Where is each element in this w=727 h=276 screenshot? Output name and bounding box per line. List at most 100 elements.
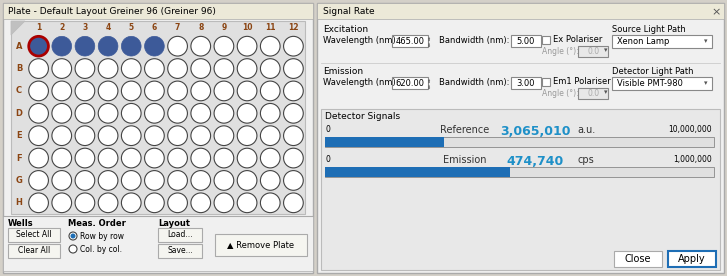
Circle shape — [260, 59, 280, 78]
Text: Wavelength (nm):: Wavelength (nm): — [323, 78, 398, 87]
Circle shape — [52, 193, 71, 213]
Text: Clear All: Clear All — [18, 246, 50, 255]
Circle shape — [29, 81, 49, 101]
Circle shape — [121, 126, 141, 145]
Text: 0.0: 0.0 — [588, 47, 600, 56]
Text: D: D — [15, 109, 23, 118]
Circle shape — [75, 36, 95, 56]
FancyBboxPatch shape — [317, 3, 724, 273]
Circle shape — [260, 81, 280, 101]
FancyBboxPatch shape — [325, 167, 510, 177]
Circle shape — [168, 193, 188, 213]
Circle shape — [75, 171, 95, 190]
FancyBboxPatch shape — [668, 251, 716, 267]
Circle shape — [121, 59, 141, 78]
Text: Emission: Emission — [443, 155, 487, 165]
Circle shape — [237, 126, 257, 145]
FancyBboxPatch shape — [3, 216, 313, 271]
Circle shape — [52, 59, 71, 78]
Circle shape — [29, 171, 49, 190]
Text: 0: 0 — [325, 155, 330, 164]
Text: Bandwidth (nm):: Bandwidth (nm): — [439, 78, 510, 87]
Text: 9: 9 — [221, 23, 227, 33]
Circle shape — [214, 193, 234, 213]
FancyBboxPatch shape — [542, 36, 550, 44]
Circle shape — [29, 148, 49, 168]
Circle shape — [98, 193, 118, 213]
Circle shape — [98, 126, 118, 145]
Circle shape — [284, 171, 303, 190]
Text: Load...: Load... — [167, 230, 193, 239]
Circle shape — [75, 81, 95, 101]
Circle shape — [52, 148, 71, 168]
Text: Visible PMT-980: Visible PMT-980 — [617, 79, 683, 88]
Circle shape — [52, 126, 71, 145]
Circle shape — [191, 59, 211, 78]
Circle shape — [284, 81, 303, 101]
Circle shape — [214, 36, 234, 56]
Circle shape — [145, 171, 164, 190]
FancyBboxPatch shape — [317, 3, 724, 19]
Text: Apply: Apply — [678, 254, 706, 264]
Text: Bandwidth (nm):: Bandwidth (nm): — [439, 36, 510, 45]
FancyBboxPatch shape — [392, 77, 428, 89]
FancyBboxPatch shape — [612, 77, 712, 90]
FancyBboxPatch shape — [578, 46, 608, 57]
Circle shape — [75, 193, 95, 213]
Text: F: F — [16, 153, 22, 163]
Circle shape — [168, 148, 188, 168]
Text: Wavelength (nm):: Wavelength (nm): — [323, 36, 398, 45]
FancyBboxPatch shape — [3, 3, 313, 19]
Circle shape — [214, 126, 234, 145]
Circle shape — [168, 36, 188, 56]
Text: 620.00: 620.00 — [395, 79, 425, 88]
Circle shape — [145, 81, 164, 101]
Circle shape — [98, 59, 118, 78]
Circle shape — [168, 171, 188, 190]
Circle shape — [52, 81, 71, 101]
Circle shape — [145, 59, 164, 78]
Text: 3,065,010: 3,065,010 — [499, 125, 570, 138]
Circle shape — [237, 171, 257, 190]
FancyBboxPatch shape — [8, 228, 60, 242]
Circle shape — [145, 193, 164, 213]
FancyBboxPatch shape — [321, 109, 720, 270]
Circle shape — [191, 36, 211, 56]
Text: 10,000,000: 10,000,000 — [668, 125, 712, 134]
Text: Ex Polariser: Ex Polariser — [553, 35, 603, 44]
Circle shape — [284, 36, 303, 56]
Circle shape — [260, 193, 280, 213]
Circle shape — [284, 126, 303, 145]
Text: 7: 7 — [175, 23, 180, 33]
Text: H: H — [15, 198, 23, 207]
Circle shape — [121, 193, 141, 213]
Circle shape — [214, 81, 234, 101]
Circle shape — [52, 36, 71, 56]
Text: 5: 5 — [129, 23, 134, 33]
Text: Emission: Emission — [323, 67, 363, 76]
Text: cps: cps — [577, 155, 594, 165]
Circle shape — [98, 36, 118, 56]
Text: Wells: Wells — [8, 219, 33, 228]
FancyBboxPatch shape — [158, 228, 202, 242]
Text: Angle (°):: Angle (°): — [542, 47, 579, 56]
FancyBboxPatch shape — [325, 137, 444, 147]
Text: 8: 8 — [198, 23, 204, 33]
FancyBboxPatch shape — [11, 21, 305, 214]
Circle shape — [29, 126, 49, 145]
Text: 11: 11 — [265, 23, 276, 33]
Circle shape — [168, 59, 188, 78]
Circle shape — [71, 233, 76, 238]
Circle shape — [260, 36, 280, 56]
Circle shape — [191, 171, 211, 190]
Circle shape — [237, 36, 257, 56]
Text: Detector Signals: Detector Signals — [325, 112, 400, 121]
Circle shape — [98, 148, 118, 168]
Text: 6: 6 — [152, 23, 157, 33]
Text: 0.0: 0.0 — [588, 89, 600, 98]
Text: 1: 1 — [36, 23, 41, 33]
FancyBboxPatch shape — [215, 234, 307, 256]
Circle shape — [29, 104, 49, 123]
Circle shape — [260, 171, 280, 190]
Text: ×: × — [711, 7, 720, 17]
